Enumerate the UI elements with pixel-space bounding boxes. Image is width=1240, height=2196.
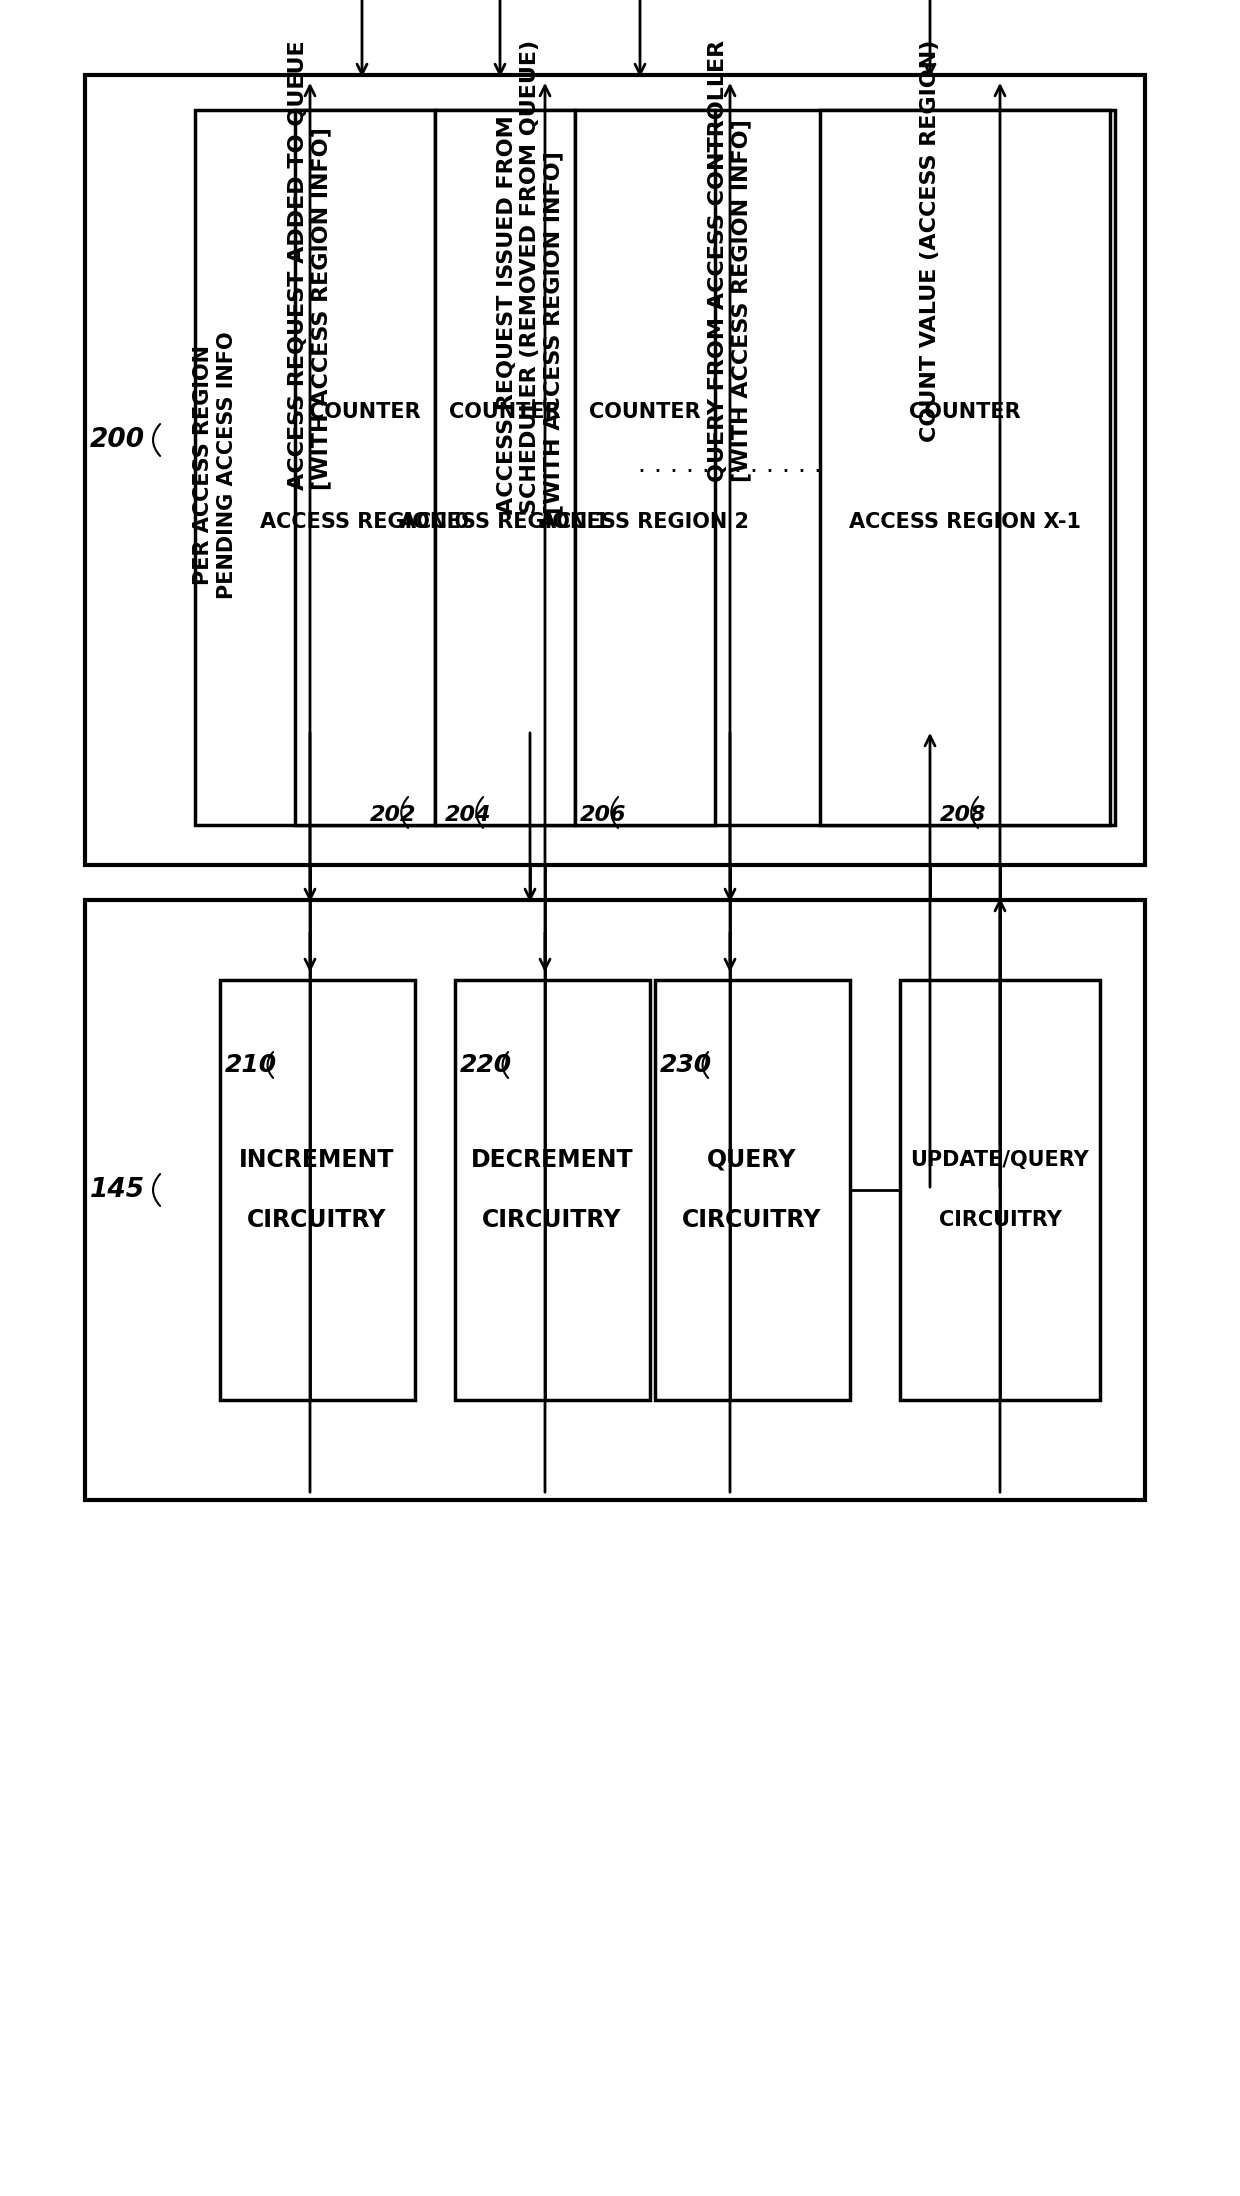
Text: . . . . . . . . . . . .: . . . . . . . . . . . .	[639, 452, 822, 477]
Text: PER ACCESS REGION
PENDING ACCESS INFO: PER ACCESS REGION PENDING ACCESS INFO	[193, 332, 237, 600]
Text: ACCESS REGION X-1: ACCESS REGION X-1	[849, 512, 1081, 531]
Text: COUNTER: COUNTER	[449, 402, 560, 422]
Bar	[820, 110, 1110, 826]
Text: 210: 210	[224, 1054, 277, 1076]
Text: COUNT VALUE (ACCESS REGION): COUNT VALUE (ACCESS REGION)	[920, 40, 940, 441]
Text: ACCESS REGION 2: ACCESS REGION 2	[541, 512, 749, 531]
Bar	[575, 110, 715, 826]
Bar	[900, 979, 1100, 1401]
Text: UPDATE/QUERY: UPDATE/QUERY	[910, 1151, 1090, 1170]
Text: 208: 208	[940, 806, 987, 826]
Text: INCREMENT: INCREMENT	[239, 1149, 394, 1173]
Text: ACCESS REQUEST ISSUED FROM
SCHEDULER (REMOVED FROM QUEUE)
[WITH ACCESS REGION IN: ACCESS REQUEST ISSUED FROM SCHEDULER (RE…	[497, 40, 563, 514]
Text: QUERY FROM ACCESS CONTROLLER
[WITH ACCESS REGION INFO]: QUERY FROM ACCESS CONTROLLER [WITH ACCES…	[708, 40, 751, 483]
Text: COUNTER: COUNTER	[309, 402, 420, 422]
Text: CIRCUITRY: CIRCUITRY	[482, 1208, 621, 1232]
Bar	[295, 110, 435, 826]
Text: ACCESS REGION 0: ACCESS REGION 0	[260, 512, 470, 531]
Text: 230: 230	[660, 1054, 712, 1076]
Text: QUERY: QUERY	[707, 1149, 797, 1173]
Text: 200: 200	[91, 426, 145, 452]
Text: DECREMENT: DECREMENT	[471, 1149, 634, 1173]
Bar	[455, 979, 650, 1401]
Bar	[655, 979, 849, 1401]
Bar	[219, 979, 415, 1401]
Text: 145: 145	[91, 1177, 145, 1203]
Text: 204: 204	[445, 806, 491, 826]
Text: 202: 202	[370, 806, 417, 826]
Text: ACCESS REGION 1: ACCESS REGION 1	[401, 512, 610, 531]
Bar	[86, 900, 1145, 1500]
Text: ACCESS REQUEST ADDED TO QUEUE
[WITH ACCESS REGION INFO]: ACCESS REQUEST ADDED TO QUEUE [WITH ACCE…	[289, 40, 331, 490]
Text: 220: 220	[460, 1054, 512, 1076]
Text: 206: 206	[580, 806, 626, 826]
Bar	[195, 110, 1115, 826]
Text: CIRCUITRY: CIRCUITRY	[682, 1208, 822, 1232]
Text: COUNTER: COUNTER	[909, 402, 1021, 422]
Bar	[435, 110, 575, 826]
Text: CIRCUITRY: CIRCUITRY	[939, 1210, 1061, 1230]
Text: CIRCUITRY: CIRCUITRY	[247, 1208, 387, 1232]
Bar	[86, 75, 1145, 865]
Text: COUNTER: COUNTER	[589, 402, 701, 422]
